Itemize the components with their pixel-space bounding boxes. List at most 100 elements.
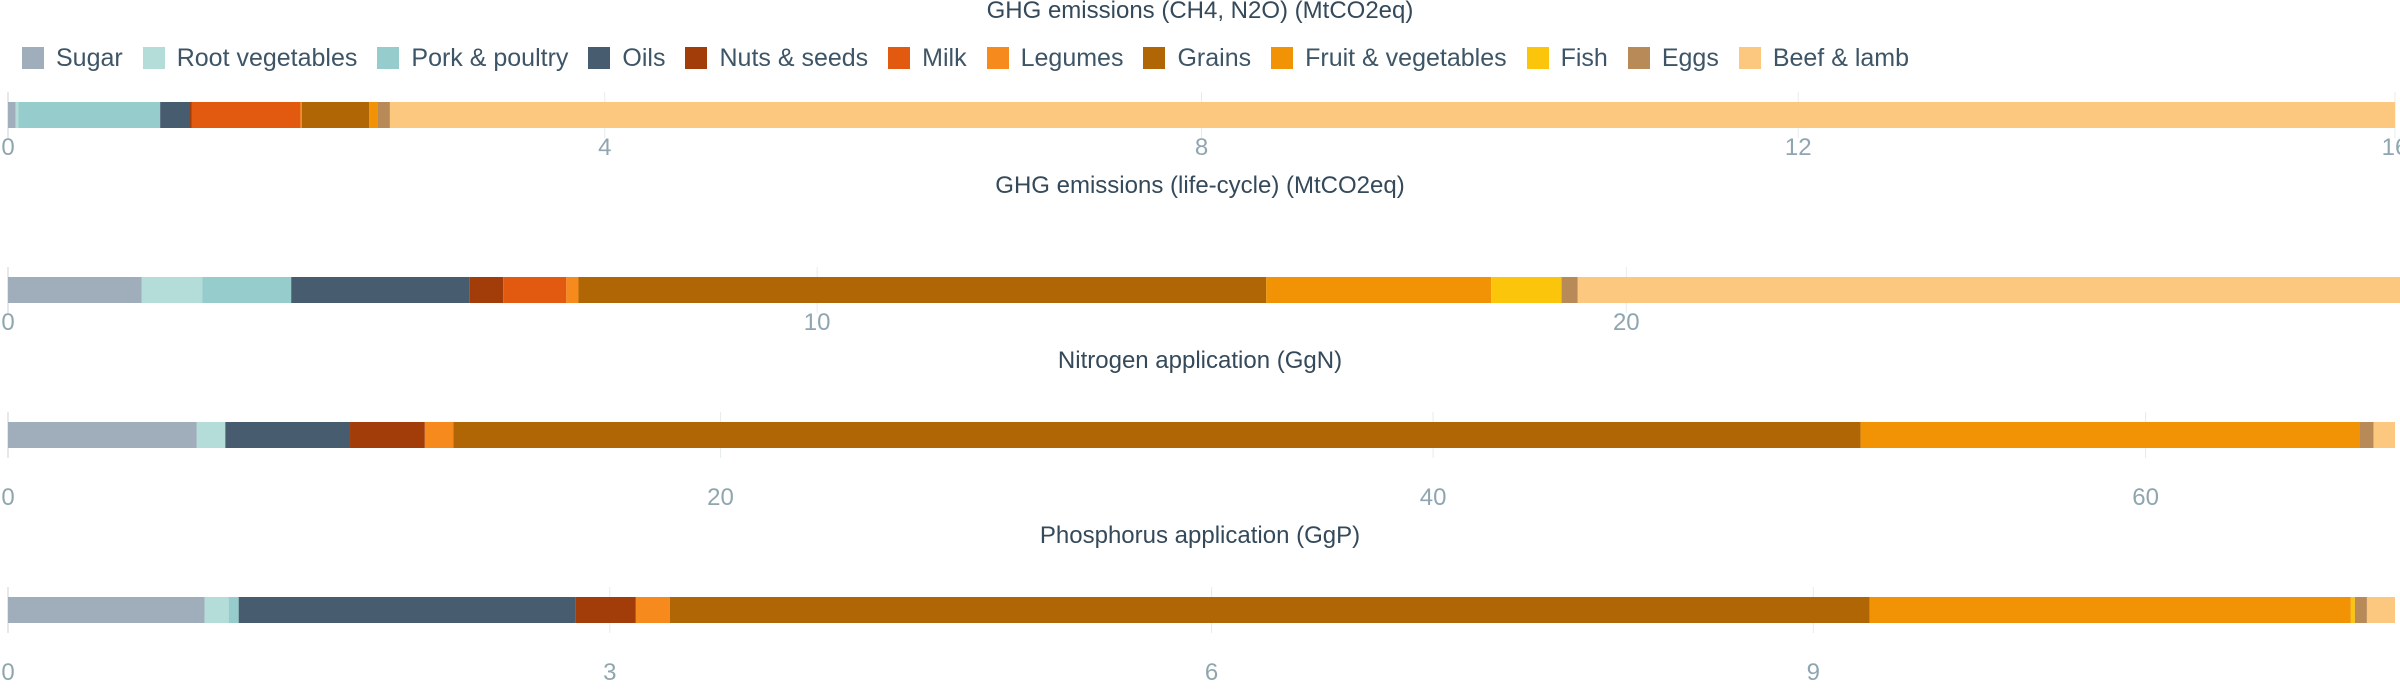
bar-segment-grains [578, 277, 1267, 303]
x-tick-label: 4 [598, 134, 611, 161]
bar-segment-fruit-vegetables [1860, 422, 2360, 448]
legend-item-sugar[interactable]: Sugar [22, 44, 123, 73]
legend-swatch [22, 47, 44, 69]
bar-segment-beef-lamb [2373, 422, 2395, 448]
legend-swatch [888, 47, 911, 69]
legend-label: Grains [1177, 43, 1252, 72]
legend-label: Eggs [1661, 43, 1719, 72]
bar-segment-eggs [2354, 597, 2367, 623]
x-tick-label: 12 [1785, 134, 1812, 161]
legend-swatch [1143, 47, 1166, 69]
legend-item-grains[interactable]: Grains [1143, 44, 1251, 73]
x-tick-label: 60 [2132, 484, 2159, 511]
x-tick-label: 16 [2382, 134, 2400, 161]
x-tick-label: 0 [1, 484, 14, 511]
bar-segment-fish [1491, 277, 1562, 303]
bar-segment-root-vegetables [196, 422, 226, 448]
x-tick-label: 3 [603, 659, 616, 686]
bar-segment-pork-poultry [202, 277, 292, 303]
legend-swatch [1271, 47, 1294, 69]
bar-segment-grains [301, 102, 370, 128]
chart-panel-2: GHG emissions (life-cycle) (MtCO2eq) 0 10 2… [1, 172, 2400, 336]
legend-label: Nuts & seeds [719, 43, 869, 72]
bar-segment-legumes [566, 277, 579, 303]
chart-panel-4: Phosphorus application (GgP) 0 3 6 9 [1, 522, 2395, 686]
bar-segment-beef-lamb [389, 102, 2395, 128]
chart-title: Nitrogen application (GgN) [1058, 347, 1342, 374]
bar-segment-nuts-seeds [350, 422, 425, 448]
legend-item-beef-lamb[interactable]: Beef & lamb [1738, 43, 1910, 73]
chart-legend: Sugar Root vegetables Pork & poultry Oils Nu… [22, 40, 1929, 76]
bar-segment-pork-poultry [228, 597, 239, 623]
x-tick-label: 0 [1, 659, 14, 686]
x-tick-label: 0 [1, 309, 14, 336]
legend-swatch [1526, 47, 1549, 69]
chart-panel-1: GHG emissions (CH4, N2O) (MtCO2eq) 0 4 8 12 1… [1, 0, 2400, 161]
bar-segment-fruit-vegetables [1869, 597, 2351, 623]
bar-segment-sugar [8, 422, 197, 448]
x-tick-label: 20 [707, 484, 734, 511]
legend-label: Fish [1560, 43, 1608, 72]
bar-segment-sugar [8, 597, 205, 623]
x-tick-label: 9 [1807, 659, 1820, 686]
chart-title: GHG emissions (life-cycle) (MtCO2eq) [995, 172, 1404, 199]
bar-segment-eggs [1561, 277, 1578, 303]
bar-segment-oils [238, 597, 576, 623]
legend-item-legumes[interactable]: Legumes [986, 44, 1123, 73]
legend-label: Fruit & vegetables [1305, 43, 1507, 72]
legend-item-fruit-vegetables[interactable]: Fruit & vegetables [1271, 44, 1507, 73]
legend-item-root-vegetables[interactable]: Root vegetables [142, 43, 358, 73]
bar-segment-milk [191, 102, 301, 128]
legend-swatch [685, 47, 708, 69]
bar-segment-legumes [300, 102, 302, 128]
legend-item-fish[interactable]: Fish [1526, 43, 1608, 73]
bar-segment-grains [453, 422, 1861, 448]
bar-segment-oils [160, 102, 191, 128]
legend-item-milk[interactable]: Milk [888, 43, 967, 73]
legend-swatch [588, 47, 611, 69]
x-tick-label: 40 [1420, 484, 1447, 511]
bar-segment-grains [669, 597, 1870, 623]
bar-segment-root-vegetables [141, 277, 203, 303]
chart-panel-3: Nitrogen application (GgN) 0 20 40 60 [1, 347, 2395, 511]
legend-item-pork-poultry[interactable]: Pork & poultry [377, 44, 568, 73]
bar-segment-legumes [424, 422, 454, 448]
legend-label: Pork & poultry [411, 43, 569, 72]
x-tick-label: 0 [1, 134, 14, 161]
legend-label: Beef & lamb [1772, 43, 1910, 72]
bar-segment-fruit-vegetables [369, 102, 378, 128]
legend-swatch [1627, 47, 1650, 69]
bar-segment-sugar [8, 277, 142, 303]
legend-item-oils[interactable]: Oils [588, 44, 665, 73]
bar-segment-root-vegetables [15, 102, 19, 128]
bar-segment-beef-lamb [2366, 597, 2395, 623]
bar-segment-nuts-seeds [575, 597, 636, 623]
bar-segment-nuts-seeds [469, 277, 504, 303]
bar-segment-fish [2350, 597, 2355, 623]
bar-segment-eggs [377, 102, 390, 128]
legend-swatch [377, 47, 400, 69]
chart-title: Phosphorus application (GgP) [1040, 522, 1360, 549]
legend-item-eggs[interactable]: Eggs [1627, 43, 1719, 73]
bar-segment-beef-lamb [1577, 277, 2400, 303]
chart-title: GHG emissions (CH4, N2O) (MtCO2eq) [987, 0, 1414, 24]
bar-segment-sugar [8, 102, 16, 128]
legend-label: Oils [622, 43, 666, 72]
bar-segment-eggs [2359, 422, 2374, 448]
bar-segment-oils [291, 277, 470, 303]
bar-segment-milk [503, 277, 567, 303]
legend-item-nuts-seeds[interactable]: Nuts & seeds [685, 44, 868, 73]
legend-swatch [1738, 47, 1761, 69]
legend-label: Milk [922, 43, 967, 72]
bar-segment-legumes [635, 597, 670, 623]
legend-label: Root vegetables [176, 43, 358, 72]
legend-swatch [986, 47, 1009, 69]
bar-segment-nuts-seeds [190, 102, 192, 128]
bar-segment-root-vegetables [204, 597, 229, 623]
x-tick-label: 10 [804, 309, 831, 336]
bar-segment-fruit-vegetables [1266, 277, 1492, 303]
bar-segment-pork-poultry [18, 102, 161, 128]
x-tick-label: 6 [1205, 659, 1218, 686]
x-tick-label: 20 [1613, 309, 1640, 336]
